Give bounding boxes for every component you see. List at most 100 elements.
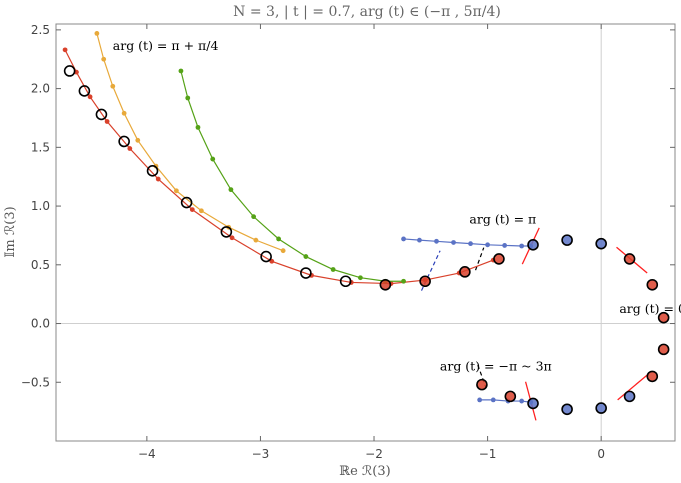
x-axis-title: ℝe ℛ(3)	[339, 464, 390, 479]
trajectory-circle	[63, 65, 76, 77]
data-point	[185, 95, 191, 101]
data-point	[110, 83, 116, 89]
trajectory-circle	[220, 226, 233, 238]
data-point	[178, 68, 184, 74]
data-point	[228, 187, 234, 193]
y-tick-label: 2.0	[31, 82, 50, 96]
trajectory-circle	[379, 278, 392, 291]
trajectory-circle	[561, 234, 573, 246]
data-point	[401, 278, 406, 284]
data-point	[357, 275, 363, 281]
y-tick-label: 0.0	[31, 317, 50, 331]
series-orange	[94, 30, 286, 254]
data-point	[195, 124, 201, 130]
trajectory-circle	[527, 239, 539, 251]
trajectory-circle	[339, 275, 352, 288]
data-point	[189, 207, 195, 212]
trajectory-circle	[657, 311, 670, 324]
data-point	[485, 242, 490, 248]
data-point	[502, 243, 508, 248]
trajectory-circle	[300, 267, 312, 279]
series-line	[180, 70, 404, 282]
y-axis: −0.5 0.0 0.5 1.0 1.5 2.0 2.5	[21, 23, 675, 389]
x-tick-label: −2	[365, 447, 383, 461]
trajectory-circle	[561, 403, 573, 416]
annotations: arg (t) = π + π/4 arg (t) = π arg (t) = 0 a…	[113, 38, 681, 374]
trajectory-circle	[493, 253, 505, 265]
trajectory-circle	[459, 266, 471, 278]
x-tick-label: −4	[138, 447, 156, 461]
data-point	[210, 156, 216, 162]
x-tick-label: −3	[252, 447, 270, 461]
trajectory-circle	[646, 370, 659, 383]
y-tick-label: 1.5	[31, 140, 50, 154]
data-point	[519, 243, 525, 249]
trajectory-circle	[595, 237, 607, 250]
trajectory-circle	[657, 343, 670, 356]
data-point	[434, 238, 439, 244]
data-point	[303, 254, 309, 259]
data-point	[468, 241, 473, 247]
annotation-label: arg (t) = 0	[619, 301, 681, 316]
trajectory-circle	[146, 165, 159, 177]
trajectory-circle	[623, 390, 636, 403]
trajectory-circle	[646, 278, 659, 291]
data-point	[280, 248, 286, 254]
trajectory-circle	[78, 85, 91, 97]
y-tick-label: 2.5	[31, 23, 50, 37]
trajectory-circle	[504, 390, 517, 403]
x-axis: −4 −3 −2 −1 0	[138, 24, 605, 461]
data-point	[155, 176, 161, 182]
x-tick-label: −1	[479, 447, 497, 461]
y-axis-title: 𝕀m ℛ(3)	[3, 206, 18, 257]
y-tick-label: 0.5	[31, 258, 50, 272]
data-point	[477, 397, 483, 403]
data-point	[62, 47, 68, 53]
chart-title: N = 3, | t | = 0.7, arg (t) ∈ (−π , 5π/4…	[233, 4, 501, 20]
data-point	[253, 237, 259, 243]
data-point	[229, 235, 235, 241]
series-green	[178, 68, 406, 284]
trajectory-circle	[595, 402, 607, 414]
data-point	[94, 30, 100, 36]
annotation-label: arg (t) = π	[469, 212, 536, 227]
data-point	[330, 267, 336, 272]
data-point	[127, 146, 133, 151]
data-point	[251, 214, 257, 220]
plot-frame	[55, 23, 676, 442]
data-point	[519, 398, 525, 404]
annotation-label: arg (t) = π + π/4	[113, 38, 219, 53]
data-point	[490, 397, 496, 403]
data-point	[135, 137, 141, 143]
trajectory-circle	[419, 275, 431, 288]
y-tick-label: 1.0	[31, 199, 50, 213]
data-point	[198, 208, 204, 214]
trajectory-circle	[260, 250, 272, 263]
trajectory-circle	[180, 196, 193, 209]
y-tick-label: −0.5	[21, 375, 50, 389]
branch-cuts	[420, 227, 649, 421]
trajectory-circle	[476, 378, 488, 391]
series-red	[62, 47, 496, 286]
trajectory-circle	[623, 253, 636, 265]
series-blue	[401, 236, 534, 249]
data-point	[104, 119, 110, 124]
data-point	[401, 236, 406, 242]
series-layer	[62, 30, 670, 416]
data-point	[173, 188, 179, 194]
data-point	[101, 56, 107, 62]
trajectory-circle	[118, 135, 130, 148]
data-point	[121, 110, 127, 116]
branch-cut-line	[617, 373, 649, 401]
series-line	[403, 238, 531, 247]
trajectory-circle	[527, 397, 539, 410]
data-point	[417, 237, 422, 243]
data-point	[451, 240, 456, 245]
annotation-label: arg (t) = −π ~ 3π	[440, 359, 552, 374]
series-circles	[63, 65, 670, 416]
trajectory-circle	[95, 108, 108, 121]
data-point	[276, 236, 282, 242]
x-tick-label: 0	[597, 447, 605, 461]
data-point	[87, 94, 93, 100]
